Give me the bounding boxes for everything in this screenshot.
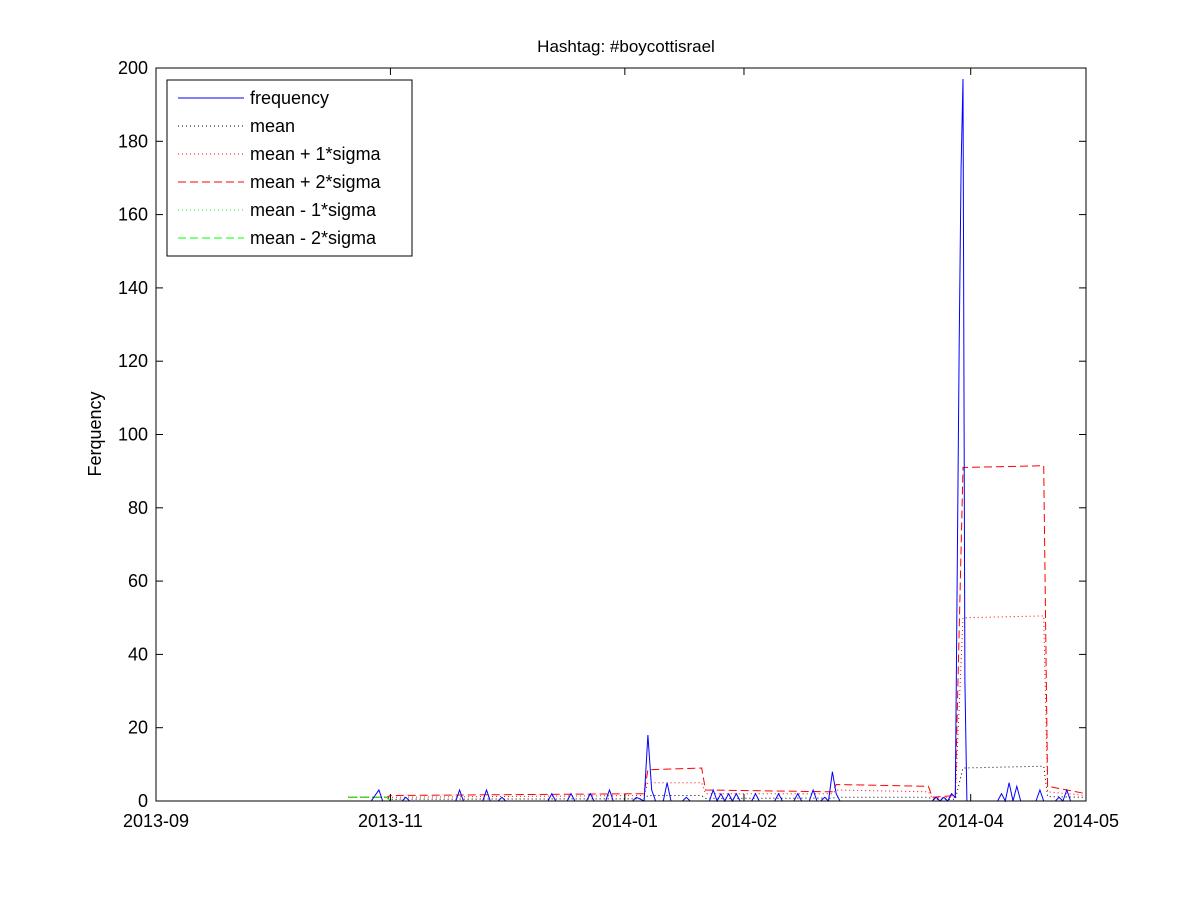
legend-label-mean: mean [250, 116, 295, 136]
y-tick-label: 140 [118, 278, 148, 298]
legend-box [166, 79, 413, 257]
y-tick-label: 160 [118, 205, 148, 225]
y-tick-label: 80 [128, 498, 148, 518]
series-line-mean-2-sigma [348, 796, 391, 802]
legend-label-mean-1-sigma: mean + 1*sigma [250, 144, 382, 164]
y-tick-label: 60 [128, 571, 148, 591]
x-tick-label: 2014-04 [938, 811, 1004, 831]
y-tick-label: 180 [118, 131, 148, 151]
x-axis: 2013-09 2013-11 2014-01 2014-02 2014-04 2014-… [123, 68, 1119, 831]
x-tick-label: 2014-05 [1053, 811, 1119, 831]
y-tick-label: 0 [138, 791, 148, 811]
series-line-mean [348, 765, 1087, 800]
y-axis-label: Ferquency [85, 391, 105, 476]
series-line-mean-1-sigma [348, 615, 1087, 799]
y-tick-label: 200 [118, 58, 148, 78]
series-line-mean-2-sigma [348, 465, 1087, 798]
chart-title: Hashtag: #boycottisrael [537, 37, 715, 56]
y-axis: 0 20 40 60 80 100 120 140 160 180 200 [118, 58, 1086, 811]
legend-label-mean-2-sigma: mean - 2*sigma [250, 228, 377, 248]
legend-label-mean-2-sigma: mean + 2*sigma [250, 172, 382, 192]
y-tick-label: 100 [118, 425, 148, 445]
legend-label-mean-1-sigma: mean - 1*sigma [250, 200, 377, 220]
y-tick-label: 40 [128, 644, 148, 664]
y-tick-label: 120 [118, 351, 148, 371]
x-tick-label: 2014-02 [711, 811, 777, 831]
legend: frequency mean mean + 1*sigma mean + 2*sigm… [166, 79, 413, 257]
x-tick-label: 2013-09 [123, 811, 189, 831]
legend-label-frequency: frequency [250, 88, 329, 108]
y-tick-label: 20 [128, 718, 148, 738]
x-tick-label: 2014-01 [592, 811, 658, 831]
x-tick-label: 2013-11 [358, 811, 423, 831]
